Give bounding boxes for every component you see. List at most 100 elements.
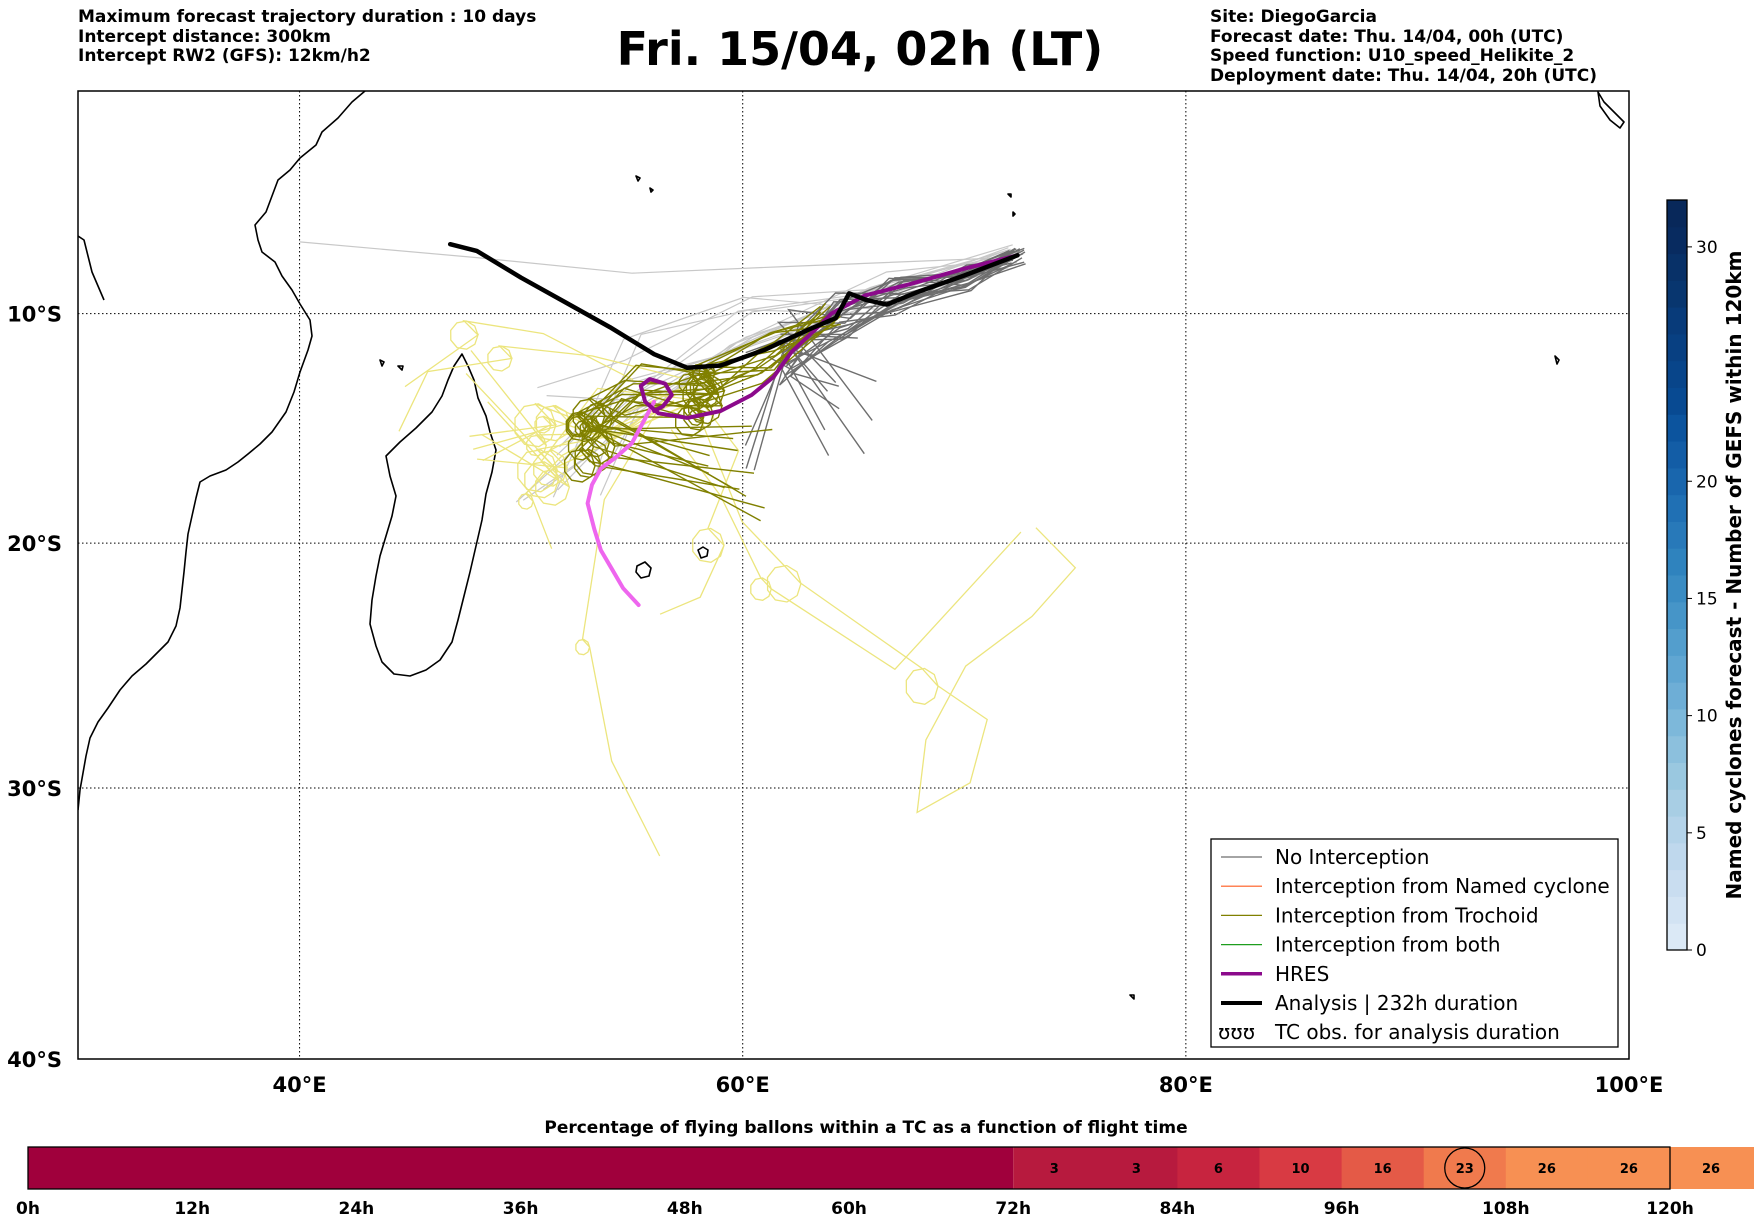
percentage-cell — [1752, 1147, 1754, 1189]
trochoid-trajectories — [563, 302, 841, 522]
flight-time-tick-label: 108h — [1482, 1199, 1530, 1219]
percentage-cell — [1423, 1147, 1507, 1189]
colorbar-cell — [1667, 307, 1687, 335]
trochoid-trajectory — [573, 302, 827, 509]
africa-west-shore — [78, 235, 105, 301]
trochoid-light-trajectories — [398, 319, 1077, 857]
legend-label: Analysis | 232h duration — [1275, 991, 1518, 1015]
percentage-cell — [1341, 1147, 1425, 1189]
percentage-cell — [1670, 1147, 1753, 1189]
colorbar-cell — [1667, 548, 1687, 576]
colorbar-cell — [1667, 923, 1687, 951]
colorbar-cell — [1667, 682, 1687, 710]
colorbar-cell — [1667, 521, 1687, 549]
header-left: Maximum forecast trajectory duration : 1… — [78, 7, 537, 67]
percentage-cell — [1177, 1147, 1260, 1189]
east-islands — [1129, 91, 1625, 1000]
map-frame — [77, 90, 1630, 1060]
map-title: Fri. 15/04, 02h (LT) — [616, 22, 1104, 76]
mauritius — [635, 561, 652, 579]
trochoid-light-trajectory — [481, 389, 678, 506]
percentage-cell — [1259, 1147, 1343, 1189]
colorbar-cell — [1667, 441, 1687, 469]
colorbar-cell — [1667, 869, 1687, 897]
trochoid-light-trajectory — [487, 387, 690, 499]
colorbar-tick-label: 0 — [1696, 941, 1707, 961]
trochoid-trajectory — [574, 315, 841, 476]
legend-box — [1210, 838, 1619, 1048]
flight-time-tick-label: 60h — [831, 1199, 867, 1219]
hres-track — [638, 253, 1020, 420]
trochoid-light-trajectory — [482, 405, 683, 462]
colorbar-frame — [1666, 199, 1688, 951]
trochoid-light-trajectory — [477, 385, 686, 487]
percentage-bar-title: Percentage of flying ballons within a TC… — [544, 1118, 1187, 1138]
colorbar-tick-label: 30 — [1696, 238, 1718, 258]
legend-symbol: ʊʊʊ — [1218, 1020, 1255, 1044]
colorbar-cell — [1667, 816, 1687, 844]
flight-time-tick-label: 84h — [1160, 1199, 1196, 1219]
flight-time-tick-label: 24h — [339, 1199, 375, 1219]
latitude-tick-label: 10°S — [7, 303, 62, 327]
colorbar-cell — [1667, 494, 1687, 522]
longitude-tick-label: 80°E — [1159, 1073, 1213, 1097]
gridlines — [78, 91, 1629, 1059]
analysis-tc-obs-track — [585, 399, 657, 607]
percentage-value: 26 — [1620, 1162, 1638, 1177]
africa-coast — [78, 91, 366, 811]
colorbar-tick-label: 5 — [1696, 824, 1707, 844]
map-tick-labels: 40°E 60°E 80°E 100°E 10°S 20°S 30°S 40°S — [7, 303, 1663, 1097]
colorbar-tick-label: 20 — [1696, 472, 1718, 492]
legend-label: Interception from both — [1275, 933, 1501, 957]
header-right: Site: DiegoGarcia Forecast date: Thu. 14… — [1210, 7, 1597, 86]
intercept-distance-text: Intercept distance: 300km — [78, 26, 331, 47]
colorbar-cell — [1667, 789, 1687, 817]
percentage-bar-base — [28, 1147, 1014, 1189]
reunion — [697, 546, 709, 559]
percentage-value: 16 — [1374, 1162, 1392, 1177]
colorbar-cell — [1667, 762, 1687, 790]
latitude-tick-label: 40°S — [7, 1048, 62, 1072]
trochoid-light-trajectory — [470, 350, 675, 457]
trochoid-light-trajectory — [701, 422, 1077, 814]
percentage-value: 26 — [1538, 1162, 1556, 1177]
percentage-value: 3 — [1132, 1162, 1141, 1177]
legend: No Interception Interception from Named c… — [1210, 838, 1619, 1048]
flight-time-tick-label: 36h — [503, 1199, 539, 1219]
percentage-value: 23 — [1456, 1162, 1474, 1177]
colorbar: 0 5 10 15 20 30 Named cyclones forecast - Num… — [1666, 199, 1746, 961]
colorbar-cell — [1667, 896, 1687, 924]
current-time-marker — [1444, 1147, 1486, 1189]
percentage-cell — [1013, 1147, 1096, 1189]
trochoid-trajectory — [582, 317, 837, 457]
percentage-value: 10 — [1292, 1162, 1310, 1177]
percentage-value: 6 — [1214, 1162, 1223, 1177]
colorbar-cell — [1667, 601, 1687, 630]
colorbar-cell — [1667, 200, 1687, 228]
percentage-bar: Percentage of flying ballons within a TC… — [16, 1118, 1754, 1219]
legend-label: Interception from Trochoid — [1275, 903, 1539, 927]
colorbar-tick-label: 10 — [1696, 707, 1718, 727]
trochoid-light-trajectory — [398, 345, 681, 432]
legend-label: HRES — [1275, 962, 1329, 986]
colorbar-cell — [1667, 467, 1687, 496]
chagos — [1007, 193, 1016, 217]
site-text: Site: DiegoGarcia — [1210, 7, 1377, 27]
percentage-cell — [1505, 1147, 1589, 1189]
colorbar-cell — [1667, 575, 1687, 603]
no-interception-trajectory — [299, 241, 1009, 274]
max-duration-text: Maximum forecast trajectory duration : 1… — [78, 7, 537, 27]
coastlines — [78, 91, 1625, 1000]
flight-time-tick-label: 72h — [995, 1199, 1031, 1219]
longitude-tick-label: 100°E — [1595, 1073, 1664, 1097]
colorbar-cell — [1667, 628, 1687, 656]
trochoid-trajectory — [581, 318, 831, 467]
colorbar-cell — [1667, 842, 1687, 871]
madagascar-coast — [369, 353, 497, 677]
trochoid-light-trajectory — [575, 407, 661, 857]
flight-time-tick-label: 48h — [667, 1199, 703, 1219]
colorbar-cell — [1667, 708, 1687, 737]
trochoid-light-trajectory — [473, 400, 683, 450]
flight-time-tick-label: 0h — [16, 1199, 40, 1219]
trochoid-light-trajectory — [518, 407, 651, 549]
